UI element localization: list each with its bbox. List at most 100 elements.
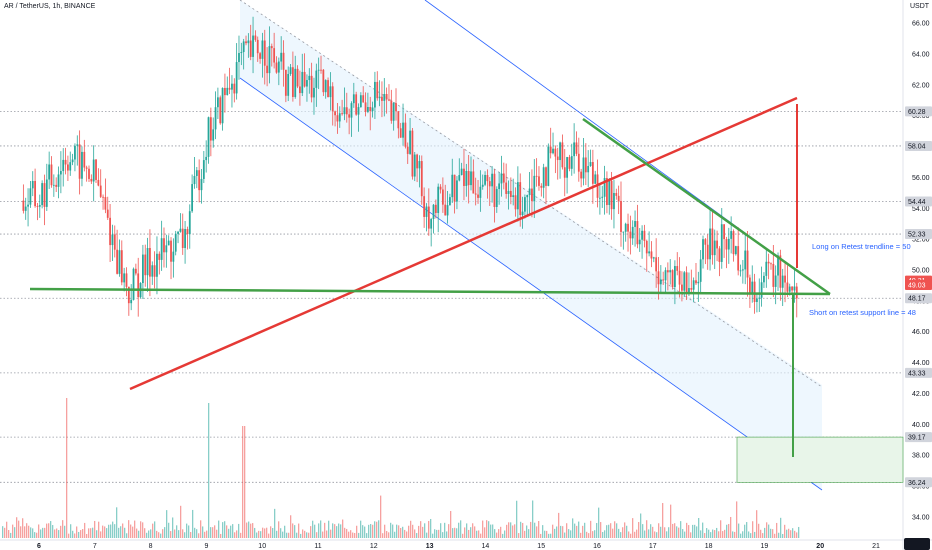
volume-bar bbox=[648, 529, 650, 538]
volume-bar bbox=[400, 527, 402, 538]
volume-bar bbox=[484, 527, 486, 538]
x-tick-label: 16 bbox=[593, 543, 601, 550]
candle-body bbox=[425, 206, 428, 217]
candle-body bbox=[673, 266, 676, 287]
candle-body bbox=[123, 273, 126, 283]
volume-bar bbox=[344, 527, 346, 538]
volume-bar bbox=[218, 520, 220, 538]
candle-body bbox=[127, 286, 130, 304]
volume-bar bbox=[378, 520, 380, 538]
volume-bar bbox=[182, 529, 184, 538]
volume-bar bbox=[580, 532, 582, 538]
volume-bar bbox=[156, 530, 158, 538]
volume-bar bbox=[46, 523, 48, 538]
volume-bar bbox=[464, 527, 466, 538]
candle-body bbox=[350, 103, 353, 118]
volume-bar bbox=[566, 523, 568, 538]
volume-bar bbox=[438, 529, 440, 538]
volume-bar bbox=[782, 533, 784, 538]
candle-body bbox=[95, 159, 97, 180]
candle-body bbox=[463, 168, 465, 186]
candle-body bbox=[748, 277, 751, 294]
candle-body bbox=[134, 268, 137, 274]
candle-body bbox=[420, 161, 423, 197]
volume-bar bbox=[382, 533, 384, 538]
candle-body bbox=[240, 52, 243, 54]
volume-bar bbox=[626, 525, 628, 538]
candle-body bbox=[395, 103, 397, 112]
candle-body bbox=[299, 86, 301, 94]
candle-body bbox=[570, 156, 573, 169]
volume-bar bbox=[772, 529, 774, 538]
candle-body bbox=[48, 164, 51, 180]
volume-bar bbox=[514, 524, 516, 538]
volume-bar bbox=[294, 525, 296, 538]
candle-body bbox=[364, 102, 367, 112]
volume-bar bbox=[280, 528, 282, 538]
volume-bar bbox=[184, 532, 186, 538]
candle-body bbox=[765, 261, 768, 276]
volume-bar bbox=[250, 523, 252, 538]
candle-body bbox=[542, 167, 545, 188]
volume-bar bbox=[494, 529, 496, 538]
candle-body bbox=[488, 181, 491, 187]
candle-body bbox=[383, 94, 386, 101]
volume-bar bbox=[506, 524, 508, 538]
candle-body bbox=[144, 254, 147, 276]
volume-bar bbox=[680, 521, 682, 538]
candle-body bbox=[601, 196, 604, 198]
volume-bar bbox=[724, 529, 726, 538]
candle-body bbox=[535, 175, 538, 177]
candle-body bbox=[441, 189, 444, 205]
volume-bar bbox=[762, 533, 764, 538]
candle-body bbox=[268, 46, 271, 74]
volume-bar bbox=[408, 525, 410, 538]
volume-bar bbox=[244, 426, 246, 538]
candle-body bbox=[727, 238, 730, 250]
volume-bar bbox=[380, 495, 382, 538]
candle-body bbox=[498, 183, 501, 190]
volume-bar bbox=[18, 520, 20, 538]
volume-bar bbox=[232, 524, 234, 538]
volume-bar bbox=[360, 520, 362, 538]
volume-bar bbox=[192, 509, 194, 538]
volume-bar bbox=[524, 530, 526, 538]
volume-bar bbox=[638, 522, 640, 538]
volume-bar bbox=[86, 533, 88, 538]
candle-body bbox=[732, 231, 735, 255]
candle-body bbox=[500, 173, 503, 184]
candle-body bbox=[451, 174, 454, 198]
volume-bar bbox=[510, 522, 512, 538]
candle-body bbox=[174, 233, 177, 252]
volume-bar bbox=[666, 531, 668, 538]
volume-bar bbox=[640, 513, 642, 538]
volume-bar bbox=[420, 521, 422, 538]
volume-bar bbox=[264, 528, 266, 538]
y-tick-label: 40.00 bbox=[912, 422, 930, 429]
volume-bar bbox=[574, 523, 576, 538]
volume-bar bbox=[200, 520, 202, 538]
volume-bar bbox=[266, 527, 268, 538]
volume-bar bbox=[318, 523, 320, 538]
volume-bar bbox=[662, 503, 664, 538]
volume-bar bbox=[538, 521, 540, 538]
candle-body bbox=[41, 183, 44, 206]
candle-body bbox=[313, 87, 315, 98]
candle-body bbox=[207, 117, 210, 157]
candle-body bbox=[366, 106, 369, 112]
volume-bar bbox=[116, 507, 118, 538]
volume-bar bbox=[174, 529, 176, 538]
volume-bar bbox=[594, 530, 596, 538]
volume-bar bbox=[210, 527, 212, 538]
volume-bar bbox=[2, 526, 4, 538]
candle-body bbox=[308, 75, 311, 81]
candle-body bbox=[221, 87, 224, 124]
volume-bar bbox=[106, 528, 108, 538]
volume-bar bbox=[328, 520, 330, 538]
candle-body bbox=[249, 40, 252, 57]
candle-body bbox=[627, 223, 629, 232]
candle-body bbox=[491, 173, 493, 187]
volume-bar bbox=[234, 532, 236, 538]
volume-bar bbox=[636, 529, 638, 538]
